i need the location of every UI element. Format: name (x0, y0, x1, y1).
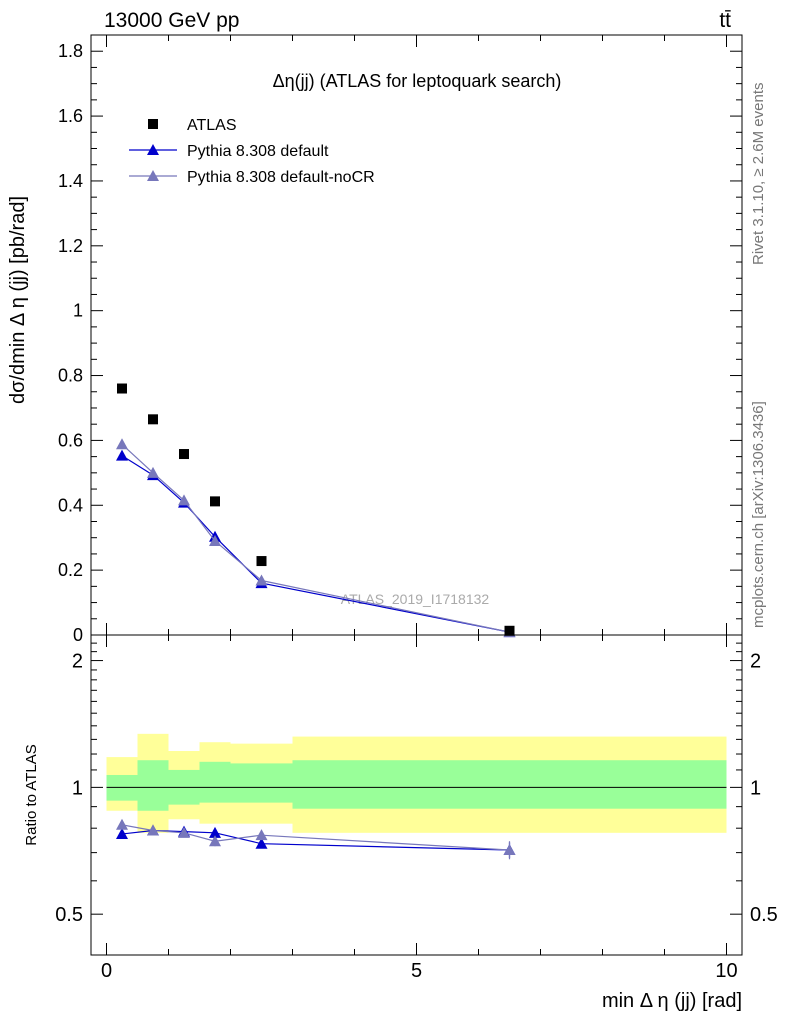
ratio-y-tick-label: 2 (72, 651, 83, 673)
ratio-series-point (178, 826, 190, 838)
ratio-series-point (209, 826, 221, 838)
ratio-y-ticks: 0.5 0.5 1 1 2 2 (55, 642, 778, 926)
main-series-point (116, 449, 128, 461)
ratio-inner-band (199, 761, 231, 803)
ratio-y-tick-label: 0.5 (55, 904, 83, 926)
main-y-tick-label: 1.2 (58, 236, 83, 256)
ratio-series-layer (116, 818, 516, 860)
main-series-point (178, 494, 190, 506)
ratio-series-point (503, 844, 516, 856)
main-y-tick-label: 1.8 (58, 41, 83, 61)
analysis-watermark: ATLAS_2019_I1718132 (341, 591, 490, 607)
atlas-data-point (179, 449, 189, 460)
ratio-series-point (116, 818, 128, 830)
main-series-point (255, 574, 268, 586)
ratio-y-tick-label-right: 1 (750, 777, 761, 799)
ratio-series-point (147, 824, 159, 836)
ratio-panel: 0.5 0.5 1 1 2 2 Ratio to ATLAS 0 5 10 min Δ η (… (23, 634, 778, 1012)
atlas-data-point (256, 556, 267, 567)
atlas-data-point (210, 496, 220, 507)
main-y-tick-label: 1.6 (58, 106, 83, 126)
legend-marker-triangle (147, 144, 159, 155)
main-panel: Δη(jj) (ATLAS for leptoquark search) ATL… (7, 34, 743, 645)
legend-marker-triangle (147, 170, 159, 181)
ratio-series-point (255, 829, 268, 841)
main-series-layer (116, 383, 516, 638)
x-tick-label: 0 (101, 960, 112, 982)
legend: ATLAS Pythia 8.308 default Pythia 8.308 de… (129, 117, 375, 186)
ratio-series-line (121, 829, 510, 851)
main-y-tick-label: 0 (73, 625, 83, 645)
x-axis-ticks: 0 5 10 (101, 635, 738, 982)
atlas-data-point (148, 414, 158, 425)
main-series-line (121, 443, 510, 633)
atlas-data-point (504, 625, 515, 636)
x-tick-label: 5 (411, 960, 422, 982)
header-process-label: 13000 GeV pp (104, 9, 239, 32)
legend-marker-square (148, 119, 158, 129)
legend-entry-label: Pythia 8.308 default (187, 143, 329, 160)
ratio-series-line (121, 824, 510, 851)
ratio-y-tick-label: 1 (72, 777, 83, 799)
ratio-inner-band (292, 760, 727, 809)
main-y-axis-label: dσ/dmin Δ η (jj) [pb/rad] (7, 196, 29, 404)
ratio-series-point (209, 835, 221, 847)
x-tick-label: 10 (715, 960, 737, 982)
ratio-y-axis-label: Ratio to ATLAS (23, 744, 40, 845)
main-series-point (147, 466, 159, 478)
ratio-series-point (255, 837, 268, 849)
ratio-y-tick-label-right: 0.5 (750, 904, 778, 926)
mcplots-reference-label: mcplots.cern.ch [arXiv:1306.3436] (750, 401, 767, 628)
main-y-ticks: 0 0.2 0.4 0.6 0.8 1 1.2 1.4 1.6 1.8 (58, 35, 742, 645)
main-y-tick-label: 0.6 (58, 430, 83, 450)
ratio-series-point (116, 828, 128, 840)
main-chart-title: Δη(jj) (ATLAS for leptoquark search) (273, 71, 562, 91)
ratio-inner-band (230, 763, 293, 803)
main-y-tick-label: 0.2 (58, 560, 83, 580)
ratio-inner-band (137, 760, 169, 811)
atlas-data-point (117, 383, 127, 394)
header-final-state-label: tt̄ (719, 9, 731, 32)
main-series-point (116, 438, 128, 450)
main-y-tick-label: 0.4 (58, 495, 83, 515)
main-series-point (209, 534, 221, 546)
ratio-y-tick-label-right: 2 (750, 651, 761, 673)
main-y-tick-label: 0.8 (58, 366, 83, 386)
ratio-uncertainty-bands (106, 733, 727, 833)
main-y-tick-label: 1.4 (58, 171, 83, 191)
legend-entry-label: ATLAS (187, 117, 237, 134)
main-y-tick-label: 1 (73, 301, 83, 321)
rivet-version-label: Rivet 3.1.10, ≥ 2.6M events (750, 83, 767, 266)
legend-entry-label: Pythia 8.308 default-noCR (187, 169, 375, 186)
x-axis-label: min Δ η (jj) [rad] (602, 990, 742, 1012)
